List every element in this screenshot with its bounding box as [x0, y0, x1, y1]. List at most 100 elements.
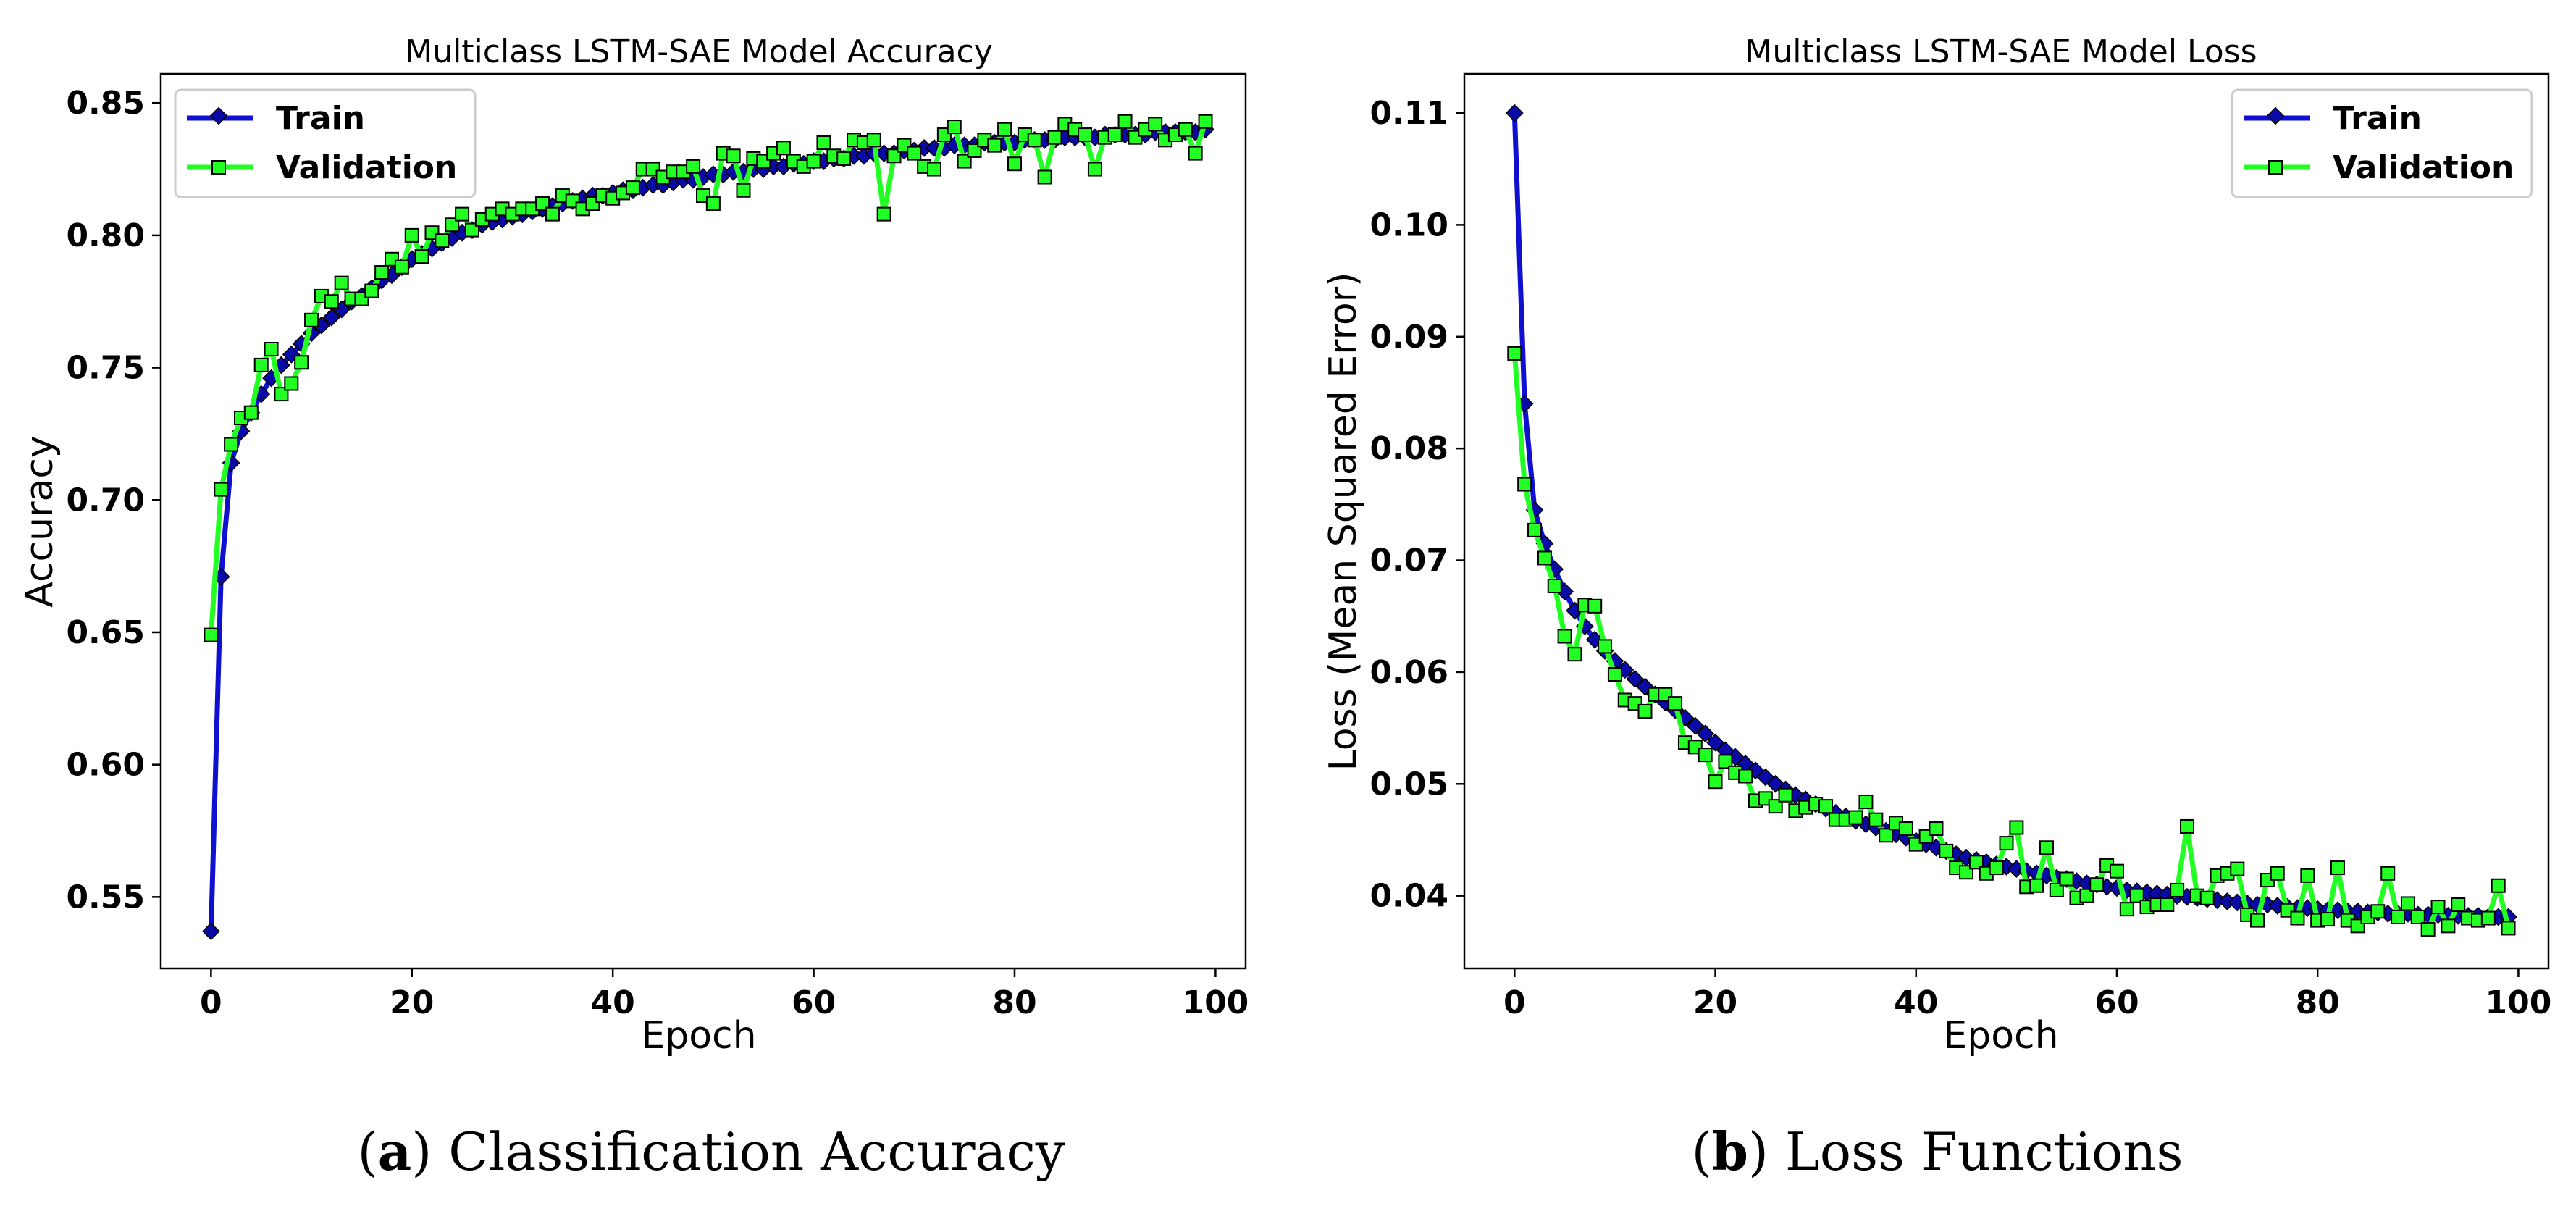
accuracy-validation-point [243, 405, 259, 420]
loss-validation-point [2451, 897, 2466, 913]
accuracy-x-tick-label: 20 [390, 984, 434, 1021]
loss-x-tick-label: 20 [1693, 984, 1737, 1021]
accuracy-y-tick-label: 0.55 [66, 879, 145, 916]
loss-validation-point [1858, 794, 1874, 809]
loss-validation-point [1778, 787, 1793, 803]
loss-validation-point [1718, 754, 1733, 769]
accuracy-validation-series [204, 114, 1213, 642]
accuracy-validation-point [947, 120, 962, 135]
accuracy-legend-validation-marker [211, 160, 226, 175]
loss-validation-point [1999, 836, 2014, 851]
loss-validation-point [2330, 860, 2345, 876]
accuracy-train-point [201, 922, 220, 941]
accuracy-validation-point [866, 133, 881, 148]
loss-train-point [1706, 733, 1724, 752]
loss-x-tick-label: 100 [2485, 984, 2551, 1021]
loss-x-axis-label: Epoch [1943, 1014, 2058, 1058]
accuracy-validation-point [334, 275, 349, 290]
loss-validation-point [2441, 918, 2456, 934]
loss-validation-point [2129, 888, 2144, 903]
accuracy-validation-point [364, 283, 379, 298]
loss-validation-point [2320, 912, 2336, 927]
loss-validation-point [2039, 840, 2054, 855]
accuracy-validation-point [907, 146, 922, 161]
loss-validation-point [1517, 477, 1532, 492]
loss-legend-validation-label: Validation [2333, 149, 2514, 186]
accuracy-y-axis-label: Accuracy [18, 435, 62, 607]
accuracy-x-tick-label: 40 [591, 984, 635, 1021]
accuracy-validation-point [324, 294, 339, 309]
caption-a: (a) Classification Accuracy [358, 1121, 1065, 1182]
loss-validation-point [1968, 855, 1984, 870]
accuracy-x-tick-label: 0 [200, 984, 222, 1021]
accuracy-axes: 0 20 40 60 80 100 0.55 0.60 0.65 0.70 0.75 0.80 0.85 [66, 72, 1249, 1021]
accuracy-x-axis-label: Epoch [641, 1014, 756, 1058]
accuracy-legend-validation-label: Validation [276, 149, 457, 186]
accuracy-train-point [322, 308, 341, 327]
accuracy-validation-point [987, 138, 1002, 153]
loss-validation-point [1939, 843, 1954, 858]
accuracy-validation-point [284, 376, 299, 391]
accuracy-y-tick-label: 0.85 [66, 85, 145, 122]
accuracy-y-tick-label: 0.60 [66, 747, 145, 784]
accuracy-validation-point [686, 159, 701, 174]
loss-train-point [1626, 669, 1645, 688]
accuracy-validation-point [1107, 127, 1123, 143]
loss-validation-point [2410, 909, 2425, 924]
accuracy-validation-point [414, 249, 429, 264]
loss-x-tick-label: 60 [2094, 984, 2139, 1021]
accuracy-validation-point [1178, 122, 1193, 137]
loss-x-tick-label: 0 [1503, 984, 1526, 1021]
loss-validation-point [2491, 878, 2506, 893]
loss-validation-point [1738, 769, 1753, 784]
loss-y-tick-label: 0.05 [1369, 766, 1448, 803]
accuracy-validation-point [1198, 114, 1213, 129]
loss-validation-point [2480, 910, 2496, 926]
loss-validation-point [2089, 877, 2105, 892]
accuracy-y-tick-label: 0.65 [66, 614, 145, 651]
loss-y-axis-label: Loss (Mean Squared Error) [1322, 272, 1365, 771]
accuracy-legend: Train Validation [174, 88, 477, 198]
accuracy-validation-point [726, 148, 741, 164]
loss-validation-point [1668, 696, 1683, 711]
accuracy-validation-point [776, 141, 791, 156]
loss-validation-point [2420, 921, 2436, 937]
accuracy-validation-point [274, 387, 289, 402]
accuracy-validation-point [967, 143, 982, 158]
accuracy-validation-point [705, 196, 721, 212]
loss-validation-point [2059, 871, 2074, 887]
accuracy-validation-point [294, 355, 309, 370]
accuracy-validation-point [264, 342, 279, 356]
loss-validation-point [1708, 774, 1723, 790]
loss-validation-point [1848, 810, 1863, 825]
loss-y-tick-label: 0.11 [1369, 95, 1448, 132]
accuracy-validation-point [736, 183, 751, 198]
loss-validation-point [1567, 647, 1582, 662]
loss-validation-point [1537, 550, 1552, 566]
accuracy-validation-point [394, 259, 409, 275]
accuracy-x-tick-label: 100 [1182, 984, 1249, 1021]
accuracy-validation-point [957, 154, 972, 169]
caption-a-letter: a [378, 1121, 412, 1182]
accuracy-chart: Multiclass LSTM-SAE Model Accuracy 0 20 40… [18, 33, 1249, 1058]
loss-validation-point [2370, 904, 2386, 919]
loss-plot-frame [1463, 72, 2550, 970]
accuracy-validation-point [997, 122, 1012, 137]
loss-y-tick-label: 0.04 [1369, 878, 1448, 915]
loss-y-tick-label: 0.10 [1369, 206, 1448, 243]
accuracy-validation-point [445, 217, 460, 233]
accuracy-validation-point [435, 233, 450, 248]
loss-legend-validation-marker [2268, 160, 2283, 175]
accuracy-validation-point [464, 222, 479, 238]
loss-validation-point [1587, 598, 1603, 614]
accuracy-legend-train-label: Train [276, 100, 365, 137]
accuracy-validation-point [1148, 117, 1163, 132]
loss-legend-train-marker [2266, 106, 2285, 125]
loss-validation-point [2170, 882, 2185, 897]
loss-validation-point [2300, 868, 2315, 883]
accuracy-chart-title: Multiclass LSTM-SAE Model Accuracy [405, 33, 993, 70]
accuracy-validation-point [836, 151, 852, 166]
loss-validation-point [1507, 346, 1522, 361]
loss-validation-point [2400, 896, 2415, 911]
